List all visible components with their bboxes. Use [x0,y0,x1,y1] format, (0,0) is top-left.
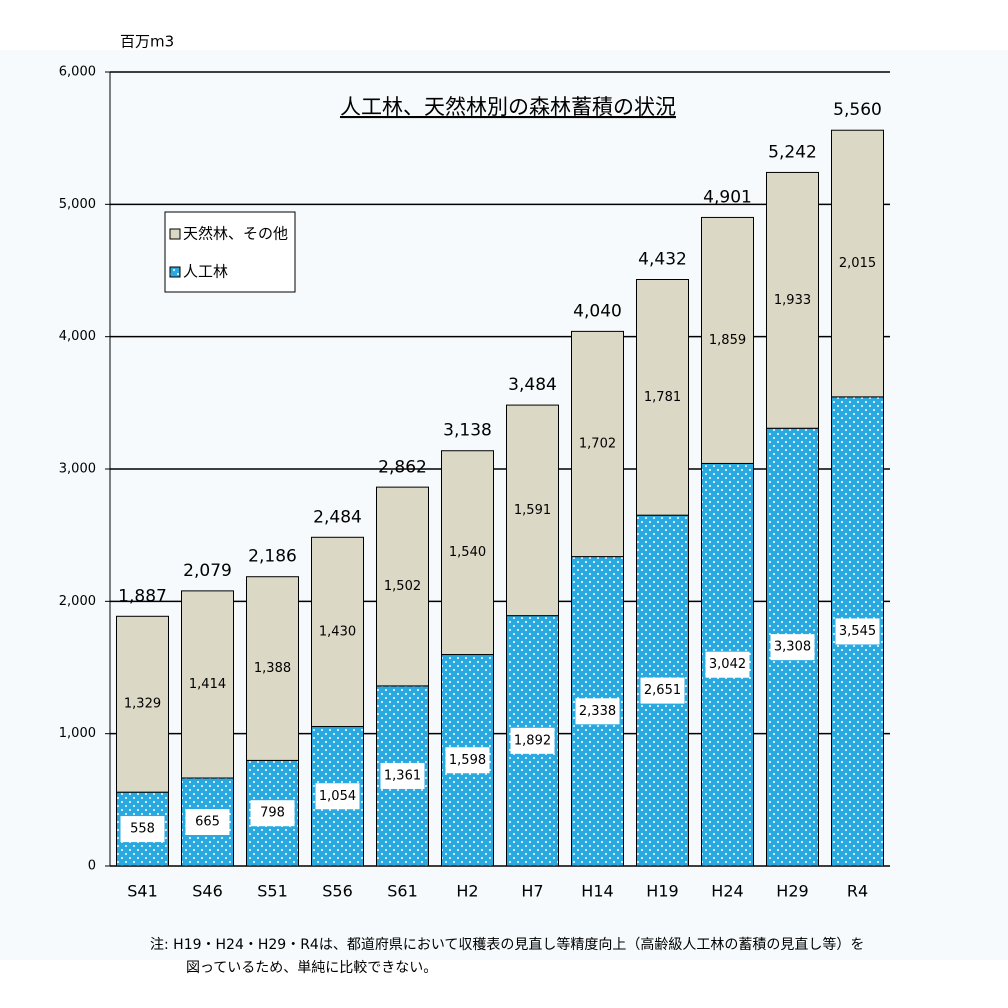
data-label: 1,540 [449,545,486,560]
x-tick-label: R4 [847,882,868,901]
total-label: 5,242 [768,142,817,162]
data-label: 1,781 [644,390,681,405]
total-label: 2,186 [248,547,297,567]
data-label: 3,545 [839,624,876,639]
y-tick-label: 1,000 [59,726,96,741]
data-label: 3,042 [709,657,746,672]
x-tick-label: H24 [711,882,743,901]
label-box [380,762,425,789]
total-label: 1,887 [118,586,167,606]
legend-label: 人工林 [183,263,228,281]
x-tick-label: S61 [387,882,418,901]
data-label: 2,338 [579,704,616,719]
total-label: 2,484 [313,507,362,527]
y-tick-label: 3,000 [59,462,96,477]
bar-segment [571,330,624,558]
x-tick-label: H29 [776,882,808,901]
label-box [185,808,230,835]
total-label: 2,079 [183,561,232,581]
x-tick-label: S41 [127,882,158,901]
data-label: 1,598 [449,753,486,768]
y-tick-label: 0 [88,859,96,874]
bar-segment [636,278,689,516]
label-box [770,634,815,661]
bar-segment [311,536,364,728]
label-box [445,747,490,774]
y-tick-label: 4,000 [59,329,96,344]
legend-box [164,211,296,293]
label-box [315,783,360,810]
data-label: 1,388 [254,661,291,676]
data-label: 1,892 [514,733,551,748]
total-label: 2,862 [378,457,427,477]
total-label: 4,901 [703,187,752,207]
data-label: 1,054 [319,789,356,804]
bar-segment [831,129,884,398]
legend-label: 天然林、その他 [183,225,288,243]
label-box [835,618,880,645]
data-label: 665 [195,814,220,829]
data-label: 1,361 [384,768,421,783]
data-label: 1,502 [384,579,421,594]
legend-swatch [169,266,181,278]
label-box [640,677,685,704]
label-box [510,727,555,754]
bar-segment [701,216,754,464]
label-box [575,698,620,725]
data-label: 1,859 [709,333,746,348]
data-label: 1,933 [774,293,811,308]
data-label: 2,651 [644,683,681,698]
label-box [250,800,295,827]
bar-segment [246,576,299,761]
note-line: 注: H19・H24・H29・R4は、都道府県において収穫表の見直し等精度向上（… [150,936,864,953]
y-tick-label: 2,000 [59,594,96,609]
data-label: 1,414 [189,677,226,692]
y-tick-label: 6,000 [59,65,96,80]
y-axis-unit: 百万m3 [120,33,174,51]
total-label: 5,560 [833,100,882,120]
total-label: 3,138 [443,421,492,441]
data-label: 1,702 [579,436,616,451]
data-label: 1,591 [514,503,551,518]
x-tick-label: S51 [257,882,288,901]
data-label: 798 [260,806,285,821]
bar-segment [376,486,429,687]
label-box [120,816,165,843]
x-tick-label: H2 [456,882,478,901]
bar-segment [506,404,559,617]
chart-title: 人工林、天然林別の森林蓄積の状況 [340,95,676,119]
x-tick-label: H7 [521,882,543,901]
x-tick-label: S46 [192,882,223,901]
bar-segment [181,590,234,779]
x-tick-label: S56 [322,882,353,901]
bar-segment [441,450,494,656]
bar-segment [116,615,169,793]
data-label: 558 [130,822,155,837]
legend-swatch [169,228,181,240]
data-label: 1,329 [124,697,161,712]
data-label: 2,015 [839,256,876,271]
total-label: 3,484 [508,375,557,395]
data-label: 1,430 [319,624,356,639]
data-label: 3,308 [774,640,811,655]
total-label: 4,432 [638,249,687,269]
label-box [705,651,750,678]
note-line: 図っているため、単純に比較できない。 [186,960,437,976]
x-tick-label: H19 [646,882,678,901]
x-tick-label: H14 [581,882,613,901]
total-label: 4,040 [573,301,622,321]
bar-segment [766,171,819,429]
y-tick-label: 5,000 [59,197,96,212]
